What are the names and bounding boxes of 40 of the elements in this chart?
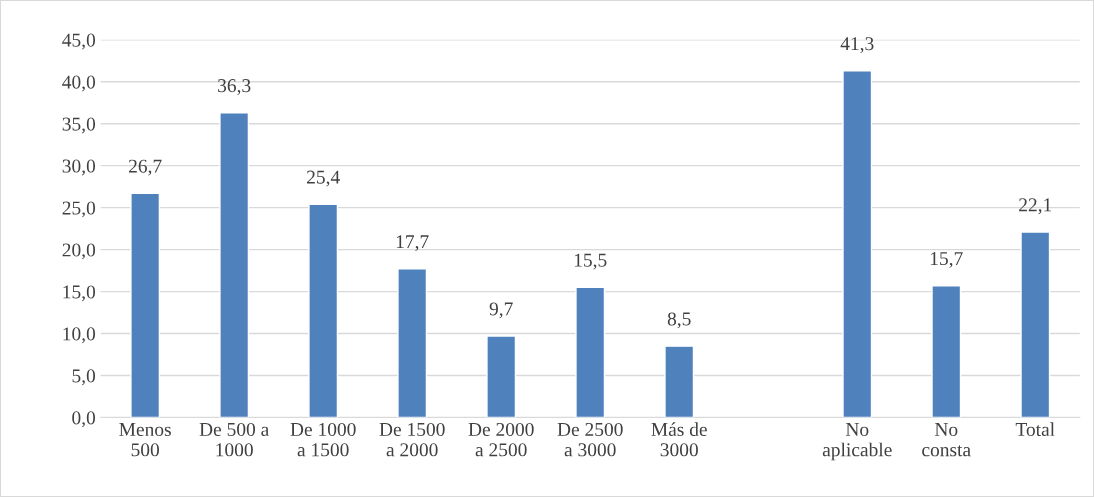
x-tick-label: No aplicable [822,423,892,461]
x-tick-label: De 1500 a 2000 [379,422,445,457]
bar [308,203,339,418]
y-tick-label: 40,0 [62,75,96,92]
bar [575,286,606,418]
data-label: 15,5 [574,253,607,270]
y-tick-label: 15,0 [63,285,96,302]
bar [842,70,873,418]
y-tick-label: 5,0 [72,369,96,386]
bar [931,285,962,418]
data-label: 36,3 [218,79,251,95]
bar [1020,231,1051,418]
x-tick-label: Menos 500 [119,423,171,457]
data-label: 9,7 [489,302,513,319]
data-label: 15,7 [930,252,963,268]
bar [664,345,695,418]
x-tick-label: No consta [922,423,971,457]
y-tick-label: 30,0 [62,159,96,176]
bar [397,268,428,418]
bar [486,335,517,418]
data-label: 41,3 [840,37,874,53]
x-tick-label: De 2500 a 3000 [557,422,623,457]
data-label: 17,7 [396,235,429,252]
bar [219,112,250,418]
y-tick-label: 25,0 [62,201,96,218]
y-tick-label: 45,0 [62,33,96,50]
bar [130,192,161,418]
x-tick-label: De 500 a 1000 [199,422,269,457]
x-tick-label: Más de 3000 [651,422,707,457]
y-tick-label: 20,0 [62,243,96,260]
x-tick-label: Total [1015,422,1055,437]
data-label: 26,7 [128,159,162,176]
y-tick-label: 0,0 [72,411,96,428]
y-tick-label: 10,0 [63,327,96,344]
y-tick-label: 35,0 [62,117,96,134]
x-tick-label: De 2000 a 2500 [468,422,534,457]
data-label: 22,1 [1019,198,1052,215]
data-label: 25,4 [307,170,340,187]
data-label: 8,5 [667,312,691,329]
x-tick-label: De 1000 a 1500 [290,422,356,457]
